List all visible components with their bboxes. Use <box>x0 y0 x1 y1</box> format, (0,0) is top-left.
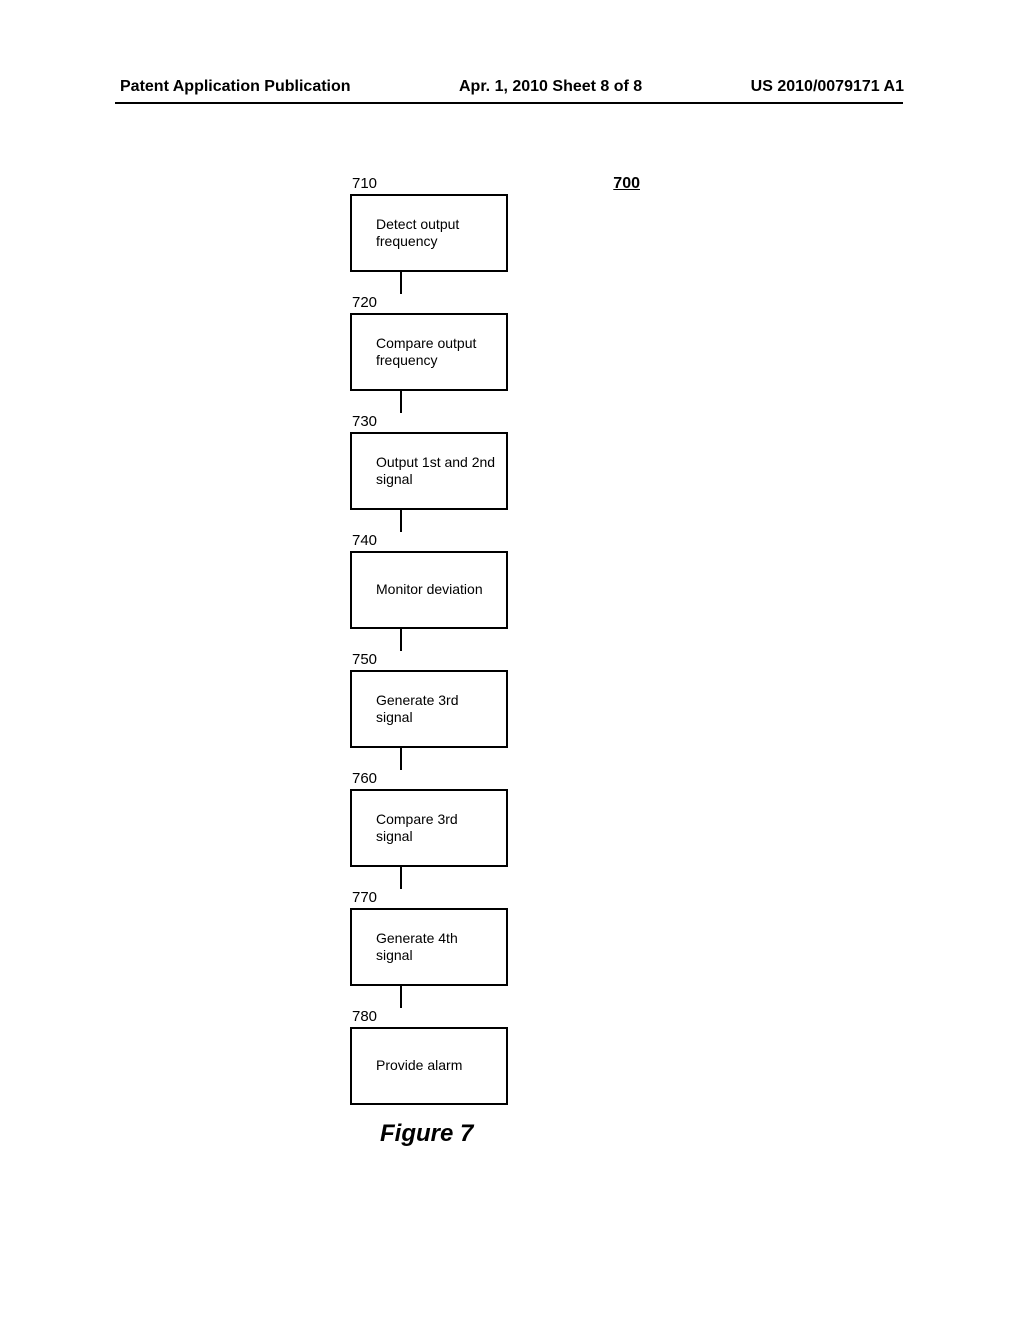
flowchart-step: 740 Monitor deviation <box>350 532 510 629</box>
step-number: 760 <box>350 770 510 787</box>
flowchart-connector <box>400 986 402 1008</box>
step-number: 780 <box>350 1008 510 1025</box>
flowchart-step: 730 Output 1st and 2nd signal <box>350 413 510 510</box>
step-box: Monitor deviation <box>350 551 508 629</box>
header-right: US 2010/0079171 A1 <box>751 78 904 96</box>
figure-caption: Figure 7 <box>380 1120 473 1148</box>
step-box: Generate 4th signal <box>350 908 508 986</box>
flowchart-connector <box>400 748 402 770</box>
flowchart-step: 780 Provide alarm <box>350 1008 510 1105</box>
step-box: Output 1st and 2nd signal <box>350 432 508 510</box>
flowchart-connector <box>400 272 402 294</box>
step-box: Provide alarm <box>350 1027 508 1105</box>
step-number: 710 <box>350 175 510 192</box>
figure-ref-label: 700 <box>613 175 640 193</box>
header-center: Apr. 1, 2010 Sheet 8 of 8 <box>459 78 642 96</box>
step-box: Generate 3rd signal <box>350 670 508 748</box>
step-number: 720 <box>350 294 510 311</box>
step-number: 770 <box>350 889 510 906</box>
flowchart-connector <box>400 510 402 532</box>
flowchart-step: 760 Compare 3rd signal <box>350 770 510 867</box>
step-number: 750 <box>350 651 510 668</box>
step-box: Compare output frequency <box>350 313 508 391</box>
flowchart-step: 710 Detect output frequency <box>350 175 510 272</box>
flowchart-column: 710 Detect output frequency 720 Compare out… <box>350 175 510 1105</box>
flowchart-connector <box>400 867 402 889</box>
page-header: Patent Application Publication Apr. 1, 2… <box>0 78 1024 96</box>
step-box: Detect output frequency <box>350 194 508 272</box>
header-rule <box>115 102 903 104</box>
step-number: 740 <box>350 532 510 549</box>
flowchart-connector <box>400 629 402 651</box>
step-box: Compare 3rd signal <box>350 789 508 867</box>
header-left: Patent Application Publication <box>120 78 351 96</box>
flowchart-connector <box>400 391 402 413</box>
step-number: 730 <box>350 413 510 430</box>
flowchart-step: 750 Generate 3rd signal <box>350 651 510 748</box>
flowchart-step: 720 Compare output frequency <box>350 294 510 391</box>
flowchart-step: 770 Generate 4th signal <box>350 889 510 986</box>
flowchart-diagram: 700 710 Detect output frequency 720 Compare… <box>350 175 640 1105</box>
